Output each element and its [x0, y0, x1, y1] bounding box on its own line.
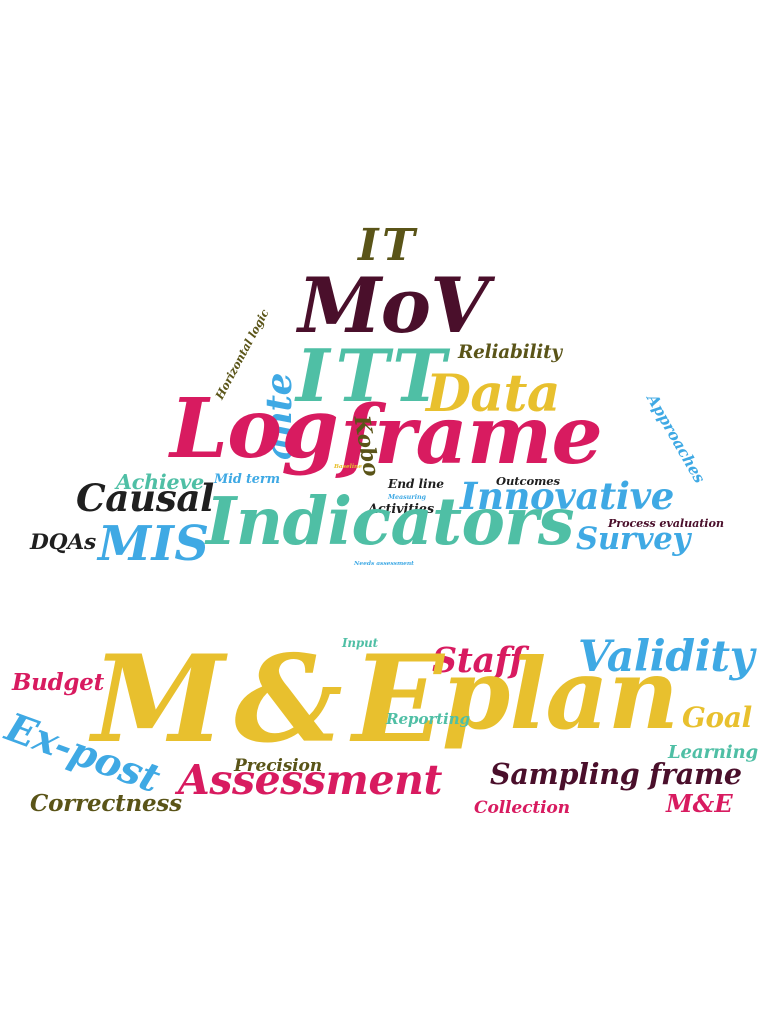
word-reporting: Reporting — [386, 710, 470, 728]
word-approaches: Approaches — [643, 391, 709, 487]
word-staff: Staff — [432, 640, 524, 681]
word-sampling-frame: Sampling frame — [490, 757, 742, 791]
word-process-evaluation: Process evaluation — [608, 516, 724, 530]
word-precision: Precision — [234, 756, 322, 776]
word-it: IT — [358, 220, 419, 271]
word-correctness: Correctness — [30, 790, 182, 817]
word-mov: MoV — [298, 261, 489, 350]
word-causal: Causal — [76, 476, 214, 520]
word-goal: Goal — [682, 701, 752, 734]
word-mid-term: Mid term — [214, 472, 280, 487]
word-measuring: Measuring — [388, 493, 426, 501]
word-reliability: Reliability — [458, 342, 562, 363]
word-baseline: Baseline — [334, 463, 362, 470]
word-mis: MIS — [98, 516, 210, 572]
word-collection: Collection — [474, 798, 570, 818]
word-indicators: Indicators — [206, 484, 575, 560]
word-budget: Budget — [12, 669, 104, 696]
word-needs-assessment: Needs assessment — [354, 560, 414, 567]
word-me-large: M&E — [92, 629, 454, 770]
word-log: Log — [170, 381, 339, 477]
word-survey: Survey — [576, 521, 690, 557]
word-activities: Activities — [368, 502, 434, 517]
word-validity: Validity — [578, 632, 754, 682]
word-dqas: DQAs — [30, 530, 96, 555]
word-outcomes: Outcomes — [496, 474, 560, 488]
word-innovative: Innovative — [460, 474, 674, 518]
word-assessment: Assessment — [178, 756, 442, 804]
word-learning: Learning — [668, 742, 758, 763]
word-frame: frame — [340, 388, 603, 483]
word-me-small: M&E — [666, 789, 733, 818]
word-itt: ITT — [296, 333, 452, 418]
word-plan: plan — [442, 637, 679, 752]
word-end-line: End line — [388, 477, 444, 491]
word-data: Data — [426, 363, 561, 424]
word-achieve: Achieve — [116, 470, 204, 494]
word-input: Input — [342, 636, 378, 650]
